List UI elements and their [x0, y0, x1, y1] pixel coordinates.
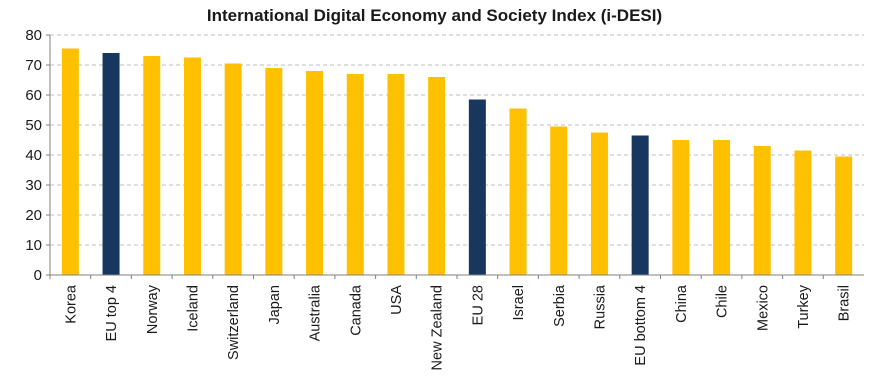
gridlines	[50, 34, 864, 246]
x-category-label: USA	[389, 285, 405, 315]
labels: 0 10 20 30 40 50 60 70 80 Korea EU top 4 Norway Icel…	[25, 27, 852, 370]
bar-iceland	[183, 57, 201, 275]
bar-norway	[143, 56, 161, 275]
bar-japan	[265, 68, 283, 275]
x-category-label: Russia	[592, 284, 608, 329]
bar-usa	[387, 74, 405, 275]
x-category-label: Canada	[348, 284, 364, 336]
y-tick-label: 0	[34, 267, 42, 284]
y-tick-label: 40	[25, 147, 42, 164]
bar-chile	[713, 140, 731, 275]
bar-korea	[61, 48, 79, 275]
x-category-label: Switzerland	[226, 285, 242, 360]
x-category-label: Australia	[308, 284, 324, 341]
x-category-label: Turkey	[796, 284, 812, 329]
x-category-label: EU bottom 4	[633, 285, 649, 366]
y-tick-label: 20	[25, 207, 42, 224]
bars	[61, 48, 853, 275]
x-category-label: Israel	[511, 285, 527, 320]
bar-eu-bottom-4	[631, 135, 649, 275]
bar-eu-28	[468, 99, 486, 275]
y-tick-label: 50	[25, 117, 42, 134]
x-category-label: Norway	[145, 284, 161, 334]
bar-russia	[590, 132, 608, 275]
x-category-label: Mexico	[755, 285, 771, 331]
x-category-label: Serbia	[552, 284, 568, 327]
bar-israel	[509, 108, 527, 275]
bar-serbia	[550, 126, 568, 275]
y-tick-label: 80	[25, 27, 42, 44]
x-category-label: China	[674, 284, 690, 323]
y-tick-label: 10	[25, 237, 42, 254]
y-tick-label: 60	[25, 87, 42, 104]
bar-canada	[346, 74, 364, 275]
bar-mexico	[753, 146, 771, 275]
bar-australia	[306, 71, 324, 275]
bar-new-zealand	[428, 77, 446, 275]
x-category-label: Chile	[715, 285, 731, 318]
bar-switzerland	[224, 63, 242, 275]
bar-turkey	[794, 150, 812, 275]
chart-title: International Digital Economy and Societ…	[206, 6, 663, 25]
x-category-label: New Zealand	[430, 285, 446, 370]
y-tick-label: 70	[25, 57, 42, 74]
x-category-label: Iceland	[185, 285, 201, 332]
x-category-label: Brasil	[837, 285, 853, 321]
bar-eu-top-4	[102, 53, 120, 275]
y-tick-label: 30	[25, 177, 42, 194]
x-category-label: EU top 4	[104, 285, 120, 341]
x-category-label: EU 28	[470, 285, 486, 325]
axes	[46, 34, 864, 279]
bar-china	[672, 140, 690, 275]
x-category-label: Japan	[267, 285, 283, 325]
bar-brasil	[835, 156, 853, 275]
x-category-label: Korea	[63, 284, 79, 324]
